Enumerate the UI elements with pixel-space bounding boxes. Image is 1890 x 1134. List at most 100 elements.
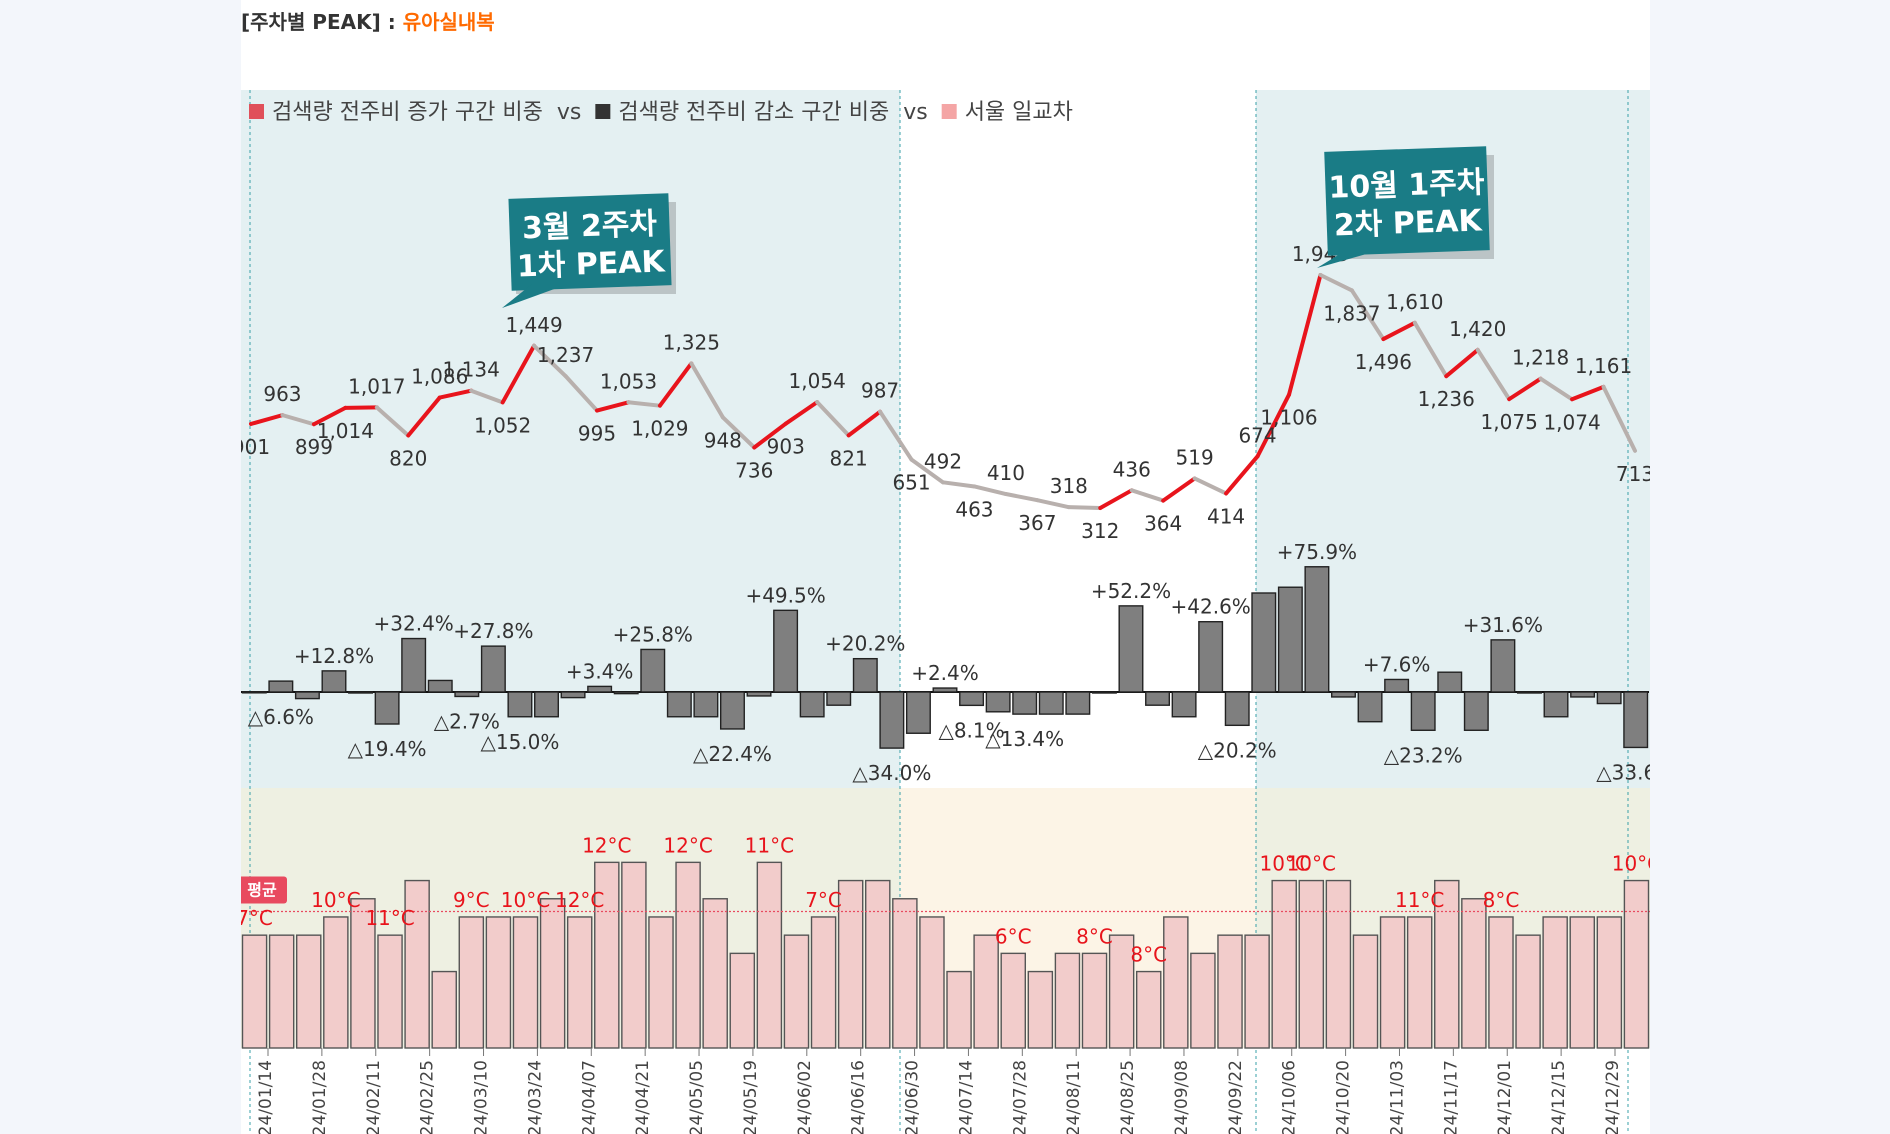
temp-label: 7°C	[805, 888, 842, 912]
temp-bar	[756, 861, 783, 1049]
wow-label: △34.0%	[852, 761, 931, 785]
volume-label: 312	[1081, 519, 1119, 543]
legend-vs-0: vs	[557, 100, 581, 125]
temp-bar	[675, 861, 701, 1049]
temp-label: 11°C	[365, 906, 414, 930]
wow-bar	[401, 637, 427, 693]
wow-bar	[959, 691, 985, 707]
volume-label: 1,420	[1449, 317, 1506, 341]
temp-label: 12°C	[555, 888, 604, 912]
volume-label: 436	[1113, 457, 1151, 481]
temp-bar	[1379, 916, 1406, 1049]
temp-label: 8°C	[1483, 888, 1520, 912]
wow-bar	[1012, 691, 1038, 715]
wow-bar	[1251, 592, 1277, 693]
wow-label: △20.2%	[1198, 738, 1277, 762]
temp-bar	[1325, 879, 1352, 1049]
volume-label: 995	[578, 422, 616, 446]
wow-label: +27.8%	[453, 619, 533, 643]
line-segment	[437, 388, 474, 400]
wow-bar	[1596, 691, 1622, 705]
temp-label: 8°C	[1130, 943, 1167, 967]
volume-label: 713	[1616, 462, 1650, 486]
volume-label: 492	[924, 449, 962, 473]
wow-bar	[640, 648, 666, 693]
temp-bar	[1488, 916, 1514, 1049]
legend-swatch-0	[249, 104, 264, 119]
wow-label: +75.9%	[1277, 540, 1357, 564]
temp-bar	[1461, 898, 1487, 1049]
wow-bar	[454, 691, 480, 698]
volume-label: 901	[241, 435, 270, 459]
temp-bar	[241, 934, 268, 1049]
wow-bar	[1516, 691, 1542, 694]
line-segment	[909, 457, 945, 485]
temp-bar	[729, 952, 756, 1049]
wow-bar	[374, 691, 400, 725]
volume-label: 1,029	[631, 417, 688, 441]
volume-label: 410	[987, 461, 1025, 485]
line-segment	[1192, 476, 1229, 496]
temp-bar	[973, 934, 999, 1049]
temp-bar	[783, 934, 810, 1049]
line-segment	[1161, 476, 1197, 503]
line-segment	[1003, 492, 1040, 503]
volume-label: 1,017	[348, 374, 405, 398]
wow-bar	[1410, 691, 1436, 731]
wow-bar	[1357, 691, 1383, 723]
line-segment	[1066, 505, 1103, 510]
wow-label: +52.2%	[1091, 579, 1171, 603]
volume-label: 1,449	[505, 313, 562, 337]
wow-bar	[773, 609, 799, 693]
wow-bar	[693, 691, 719, 718]
volume-label: 736	[735, 459, 773, 483]
wow-bar	[1224, 691, 1250, 727]
volume-label: 899	[295, 435, 333, 459]
wow-bar	[1570, 691, 1596, 698]
temp-bar	[1271, 879, 1297, 1049]
avg-label: 평균	[247, 881, 277, 900]
line-segment	[689, 361, 725, 420]
temp-bar	[1434, 879, 1460, 1049]
line-segment	[846, 409, 883, 438]
wow-bar	[1304, 566, 1330, 693]
volume-label: 364	[1144, 512, 1182, 536]
wow-bar	[826, 691, 852, 706]
temp-label: 10°C	[501, 888, 550, 912]
x-tick-label: 24/08/11	[1064, 1060, 1084, 1134]
x-tick-label: 24/12/15	[1549, 1060, 1569, 1134]
temp-bar	[350, 898, 376, 1049]
temp-label: 10°C	[311, 888, 360, 912]
wow-change-bars	[241, 566, 1649, 749]
x-tick-label: 24/02/11	[364, 1060, 384, 1134]
temp-label: 8°C	[1076, 924, 1113, 948]
volume-label: 463	[955, 497, 993, 521]
volume-label: 367	[1018, 511, 1056, 535]
wow-bar	[666, 691, 692, 718]
x-tick-label: 24/02/25	[418, 1060, 438, 1134]
temp-bar	[1352, 934, 1379, 1049]
temp-bar	[865, 879, 891, 1049]
x-tick-label: 24/06/16	[849, 1060, 869, 1134]
x-tick-label: 24/05/05	[687, 1060, 707, 1134]
temp-bar	[1135, 970, 1162, 1049]
line-segment	[249, 413, 285, 426]
line-segment	[500, 343, 537, 405]
line-segment	[1507, 376, 1543, 402]
heading-subtitle: 유아실내복	[402, 10, 495, 34]
temp-bar	[1244, 934, 1270, 1049]
wow-bar	[613, 691, 639, 695]
chart-heading: [주차별 PEAK] : 유아실내복	[241, 6, 495, 35]
legend-swatch-1	[595, 104, 611, 119]
volume-label: 318	[1050, 474, 1088, 498]
callout-line2: 2차 PEAK	[1333, 203, 1484, 243]
temp-label: 11°C	[1395, 888, 1444, 912]
line-segment	[406, 395, 442, 438]
x-tick-label: 24/10/06	[1280, 1060, 1300, 1134]
wow-label: +25.8%	[613, 622, 693, 646]
line-segment	[941, 480, 977, 489]
temp-bar	[810, 916, 837, 1049]
temp-bar	[268, 934, 295, 1049]
wow-label: +49.5%	[745, 583, 825, 607]
temp-bar	[1596, 916, 1623, 1049]
